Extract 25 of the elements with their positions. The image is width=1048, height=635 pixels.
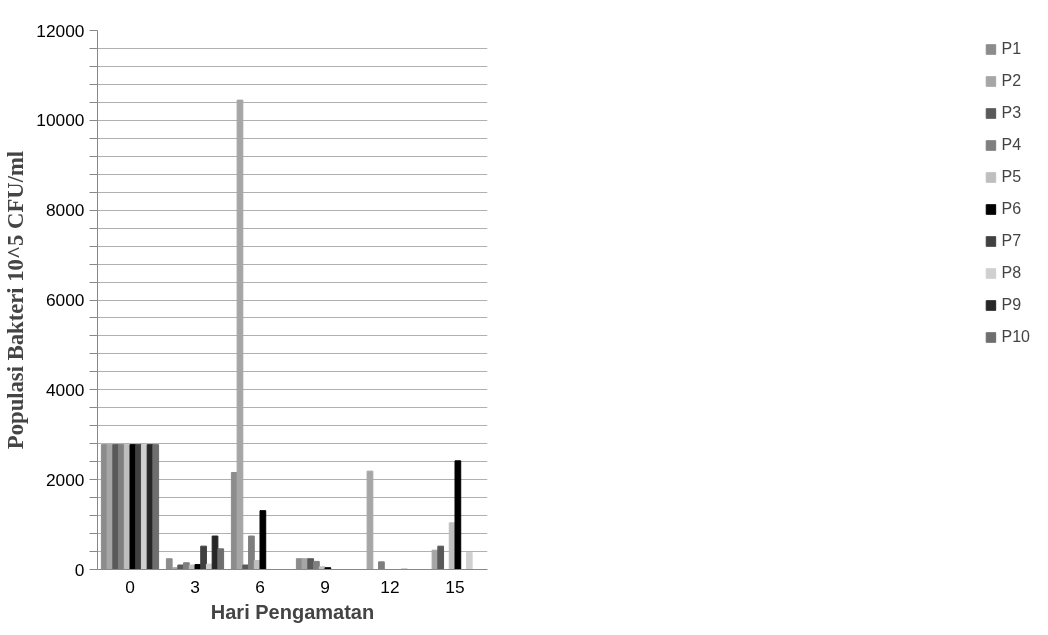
y-tick-label: 6000 [45, 290, 85, 310]
x-tick-label: 12 [380, 576, 400, 597]
legend-label: P9 [1001, 296, 1022, 314]
x-tick-label: 9 [320, 576, 330, 597]
legend-label: P3 [1001, 104, 1022, 122]
x-tick-label: 0 [125, 576, 135, 597]
y-tick-label: 10000 [36, 110, 85, 131]
legend-label: P2 [1001, 72, 1022, 90]
legend-label: P5 [1001, 168, 1022, 186]
x-tick-label: 15 [445, 576, 465, 597]
legend-label: P1 [1001, 40, 1022, 58]
y-tick-label: 0 [74, 559, 85, 580]
legend-label: P10 [1001, 328, 1030, 346]
y-axis-title: Populasi Bakteri 10^5 CFU/ml [3, 150, 29, 450]
legend-label: P4 [1001, 136, 1022, 154]
y-tick-label: 4000 [45, 379, 85, 400]
x-tick-label: 6 [255, 576, 265, 597]
legend-label: P7 [1001, 232, 1022, 250]
legend-label: P8 [1001, 264, 1022, 282]
x-tick-label: 3 [190, 576, 200, 597]
x-axis-title: Hari Pengamatan [210, 600, 375, 623]
y-tick-label: 2000 [45, 469, 85, 490]
y-tick-label: 12000 [36, 20, 85, 41]
y-tick-label: 8000 [45, 200, 85, 221]
legend-label: P6 [1001, 200, 1022, 218]
